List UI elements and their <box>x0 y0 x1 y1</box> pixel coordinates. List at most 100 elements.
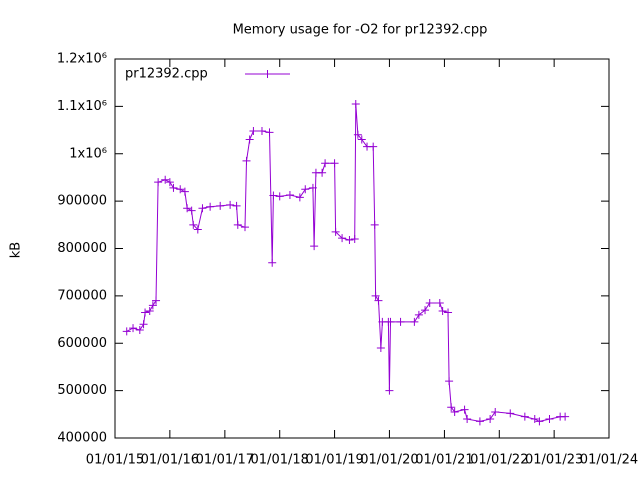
point-marker <box>169 183 178 192</box>
plot-border <box>114 58 610 439</box>
point-marker <box>371 291 380 300</box>
point-marker <box>535 417 544 426</box>
point-marker <box>369 142 378 151</box>
point-marker <box>435 298 444 307</box>
legend-label: pr12392.cpp <box>125 67 208 82</box>
point-marker <box>148 301 157 310</box>
point-marker <box>245 135 254 144</box>
point-marker <box>233 220 242 229</box>
x-tick-label: 01/01/16 <box>141 453 199 468</box>
y-tick-label: 1x10⁶ <box>69 146 107 161</box>
point-marker <box>275 192 284 201</box>
x-tick-label: 01/01/23 <box>525 453 583 468</box>
point-marker <box>506 409 515 418</box>
point-marker <box>129 324 138 333</box>
point-marker <box>187 206 196 215</box>
point-marker <box>321 159 330 168</box>
x-tick-label: 01/01/20 <box>360 453 418 468</box>
chart-title: Memory usage for -O2 for pr12392.cpp <box>233 23 488 38</box>
point-marker <box>385 386 394 395</box>
point-marker <box>475 417 484 426</box>
point-marker <box>414 310 423 319</box>
y-tick-label: 700000 <box>57 288 107 303</box>
point-marker <box>226 200 235 209</box>
point-marker <box>295 193 304 202</box>
point-marker <box>268 258 277 267</box>
point-marker <box>310 242 319 251</box>
point-marker <box>410 317 419 326</box>
point-marker <box>357 135 366 144</box>
point-marker <box>241 223 249 232</box>
point-marker <box>198 204 207 213</box>
y-tick-label: 400000 <box>57 431 107 446</box>
point-marker <box>353 130 362 139</box>
point-marker <box>561 412 570 421</box>
point-marker <box>421 306 430 315</box>
point-marker <box>338 234 347 243</box>
y-tick-label: 800000 <box>57 241 107 256</box>
point-marker <box>206 202 215 211</box>
x-tick-label: 01/01/21 <box>415 453 473 468</box>
y-tick-label: 1.1x10⁶ <box>57 99 107 114</box>
y-tick-label: 500000 <box>57 383 107 398</box>
x-tick-label: 01/01/19 <box>305 453 363 468</box>
point-marker <box>242 156 251 165</box>
point-marker <box>257 127 266 136</box>
x-tick-label: 01/01/15 <box>86 453 144 468</box>
point-marker <box>460 405 469 414</box>
point-marker <box>249 127 258 136</box>
point-marker <box>152 296 161 305</box>
point-marker <box>308 183 317 192</box>
point-marker <box>491 407 500 416</box>
point-marker <box>154 178 163 187</box>
legend-marker <box>263 70 272 78</box>
point-marker <box>438 307 447 316</box>
point-marker <box>447 403 456 412</box>
point-marker <box>450 407 459 416</box>
y-tick-label: 900000 <box>57 194 107 209</box>
point-marker <box>330 159 339 168</box>
point-marker <box>232 201 241 210</box>
point-marker <box>285 190 294 199</box>
point-marker <box>530 415 539 424</box>
point-marker <box>318 168 327 177</box>
point-marker <box>180 187 189 196</box>
point-marker <box>193 225 202 234</box>
point-marker <box>122 327 131 336</box>
point-marker <box>545 415 554 424</box>
point-marker <box>139 320 148 329</box>
y-tick-label: 1.2x10⁶ <box>57 52 107 67</box>
point-marker <box>486 415 495 424</box>
point-marker <box>351 100 360 109</box>
x-tick-label: 01/01/18 <box>251 453 309 468</box>
point-marker <box>370 220 379 229</box>
point-marker <box>265 128 274 137</box>
point-marker <box>165 178 174 187</box>
point-marker <box>520 412 529 421</box>
point-marker <box>386 317 395 326</box>
point-marker <box>161 175 170 184</box>
point-marker <box>141 308 150 317</box>
point-marker <box>189 220 198 229</box>
x-tick-label: 01/01/17 <box>196 453 254 468</box>
point-marker <box>350 235 359 244</box>
point-marker <box>376 343 385 352</box>
point-marker <box>176 185 185 194</box>
point-marker <box>135 325 144 334</box>
point-marker <box>331 227 340 236</box>
point-marker <box>374 296 383 305</box>
point-marker <box>396 317 405 326</box>
point-marker <box>183 204 192 213</box>
point-marker <box>425 298 434 307</box>
x-tick-label: 01/01/24 <box>580 453 638 468</box>
point-marker <box>216 201 225 210</box>
point-marker <box>145 307 154 316</box>
point-marker <box>445 377 454 386</box>
y-tick-label: 600000 <box>57 336 107 351</box>
point-marker <box>444 308 453 317</box>
series-line <box>126 103 566 422</box>
y-axis-label: kB <box>9 242 24 258</box>
point-marker <box>269 191 278 200</box>
point-marker <box>463 415 472 424</box>
